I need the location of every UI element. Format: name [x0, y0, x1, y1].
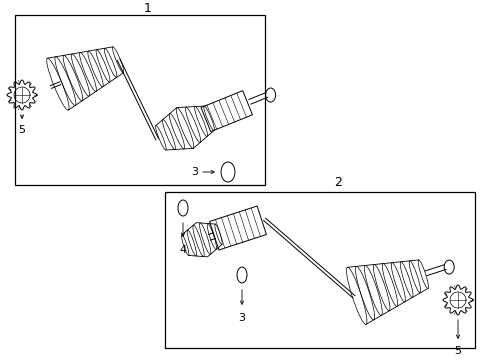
Bar: [165, 192, 475, 348]
Text: 5: 5: [19, 125, 25, 135]
Text: 2: 2: [334, 176, 342, 189]
Text: 3: 3: [239, 313, 245, 323]
Text: 5: 5: [455, 346, 462, 356]
Bar: [15, 15, 265, 185]
Text: 3: 3: [191, 167, 198, 177]
Text: 4: 4: [179, 245, 187, 255]
Text: 1: 1: [144, 1, 152, 14]
